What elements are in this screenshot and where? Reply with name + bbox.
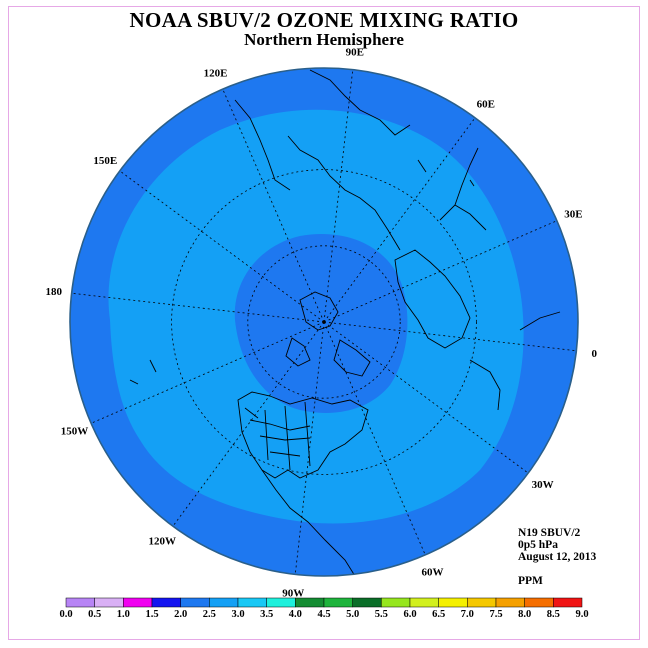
map-title: NOAA SBUV/2 OZONE MIXING RATIO [129, 8, 519, 32]
colorbar-tick-label: 3.5 [260, 609, 273, 620]
longitude-label: 30E [564, 209, 582, 221]
longitude-label: 150W [61, 425, 89, 437]
colorbar-tick-label: 4.5 [317, 609, 330, 620]
colorbar-tick-label: 2.5 [203, 609, 216, 620]
colorbar-tick-label: 1.5 [145, 609, 158, 620]
coastline [129, 69, 561, 576]
colorbar-tick-label: 6.0 [403, 609, 416, 620]
colorbar-swatch [151, 597, 181, 608]
meridian-line [323, 321, 529, 474]
longitude-label: 120W [148, 536, 176, 548]
meridian-line [323, 321, 426, 556]
colorbar-swatch [438, 597, 468, 608]
longitude-label: 60W [421, 566, 443, 578]
longitude-label: 150E [93, 155, 117, 167]
colorbar-tick-label: 0.0 [59, 609, 72, 620]
meridian-line [323, 220, 558, 323]
date-label: August 12, 2013 [518, 551, 597, 563]
colorbar-swatch [237, 597, 267, 608]
meridian-line [172, 321, 325, 527]
colorbar-tick-label: 1.0 [117, 609, 130, 620]
pressure-level-label: 0p5 hPa [518, 539, 558, 551]
colorbar-swatch [295, 597, 325, 608]
colorbar-tick-label: 6.5 [432, 609, 445, 620]
instrument-label: N19 SBUV/2 [518, 527, 581, 539]
longitude-labels: 90E 60E 30E 0 30W 60W 90W 120W 150W 180 150E 120E [45, 47, 597, 600]
colorbar-tick-label: 7.5 [489, 609, 502, 620]
meridian-line [71, 292, 325, 323]
meridian-line [119, 170, 325, 323]
colorbar-tick-label: 7.0 [461, 609, 474, 620]
map-subtitle: Northern Hemisphere [244, 30, 404, 49]
colorbar-swatch [553, 597, 583, 608]
colorbar-swatch [409, 597, 439, 608]
meridian-line [323, 69, 354, 323]
colorbar-tick-label: 9.0 [575, 609, 588, 620]
map-boundary [69, 67, 579, 577]
units-label: PPM [518, 575, 543, 587]
meridian-line [90, 321, 325, 424]
longitude-label: 60E [477, 98, 495, 110]
longitude-label: 30W [532, 479, 554, 491]
colorbar-tick-label: 0.5 [88, 609, 101, 620]
colorbar-swatch [180, 597, 210, 608]
longitude-label: 90E [346, 47, 364, 59]
colorbar-tick-label: 5.5 [375, 609, 388, 620]
meridian-line [323, 321, 577, 352]
latitude-circle [247, 245, 401, 399]
colorbar-tick-label: 2.0 [174, 609, 187, 620]
colorbar-swatch [352, 597, 382, 608]
page-frame [8, 6, 640, 640]
colorbar-swatch [524, 597, 554, 608]
colorbar-swatch [123, 597, 153, 608]
colorbar-swatch [323, 597, 353, 608]
colorbar-tick-label: 8.0 [518, 609, 531, 620]
colorbar-tick-label: 3.0 [231, 609, 244, 620]
longitude-label: 90W [282, 587, 304, 599]
meridian-line [222, 88, 325, 323]
longitude-label: 120E [204, 68, 228, 80]
latitude-circle [171, 169, 477, 475]
meridian-line [323, 117, 476, 323]
meridian-line [294, 321, 325, 575]
colorbar-swatch [381, 597, 411, 608]
colorbar-swatch [467, 597, 497, 608]
colorbar: 0.0 0.5 1.0 1.5 2.0 2.5 3.0 3.5 4.0 4.5 5.0 5.5 6.0 6… [59, 597, 589, 620]
colorbar-tick-label: 4.0 [289, 609, 302, 620]
colorbar-swatch [65, 597, 95, 608]
colorbar-tick-label: 8.5 [547, 609, 560, 620]
graticule [71, 69, 577, 575]
colorbar-swatch [94, 597, 124, 608]
longitude-label: 0 [592, 348, 598, 360]
colorbar-swatch [495, 597, 525, 608]
longitude-label: 180 [45, 286, 62, 298]
colorbar-swatch [266, 597, 296, 608]
colorbar-swatch [209, 597, 239, 608]
colorbar-tick-label: 5.0 [346, 609, 359, 620]
